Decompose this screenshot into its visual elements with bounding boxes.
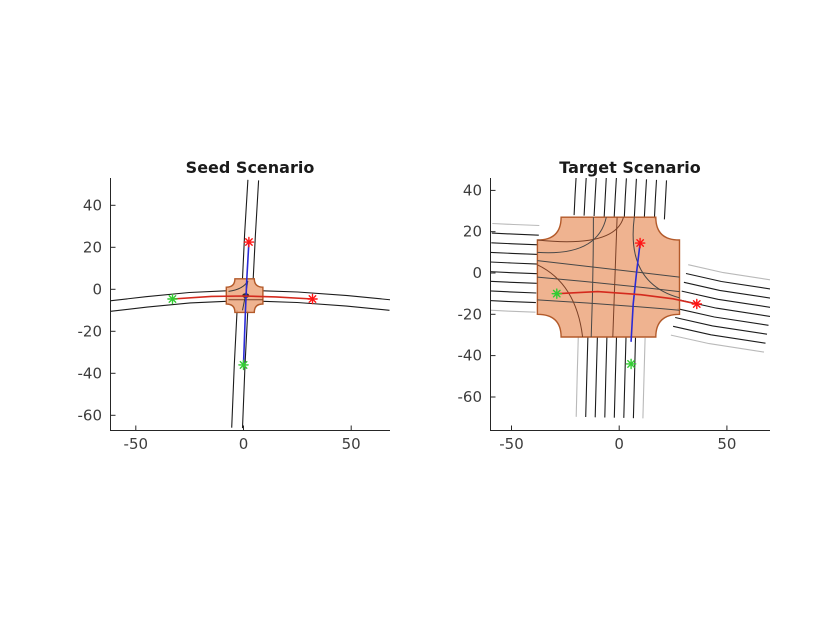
lane-line [491, 242, 539, 246]
lane-line [585, 336, 589, 418]
lane-line [241, 179, 249, 279]
red-waypoint [691, 298, 703, 310]
junction-patch [536, 216, 681, 338]
lane-line [688, 264, 770, 281]
road-surface [231, 310, 248, 429]
seed-plot-title: Seed Scenario [185, 158, 315, 177]
lane-line [685, 272, 770, 290]
y-tick-label: 40 [83, 196, 102, 214]
plot-content [110, 179, 390, 429]
lane-line [490, 290, 537, 294]
junction-connector [537, 264, 584, 338]
axes [490, 178, 770, 431]
lane-line [490, 261, 538, 265]
junction-connector [632, 217, 680, 299]
lane-line [593, 178, 597, 217]
y-tick-label: 40 [463, 181, 482, 199]
lane-line [490, 251, 539, 255]
road-surface [574, 178, 666, 220]
lane-line [604, 336, 608, 418]
lane-line [670, 334, 765, 353]
plot-content [490, 178, 770, 419]
lane-line [491, 232, 539, 236]
y-tick-label: -20 [458, 305, 483, 323]
y-tick-label: 20 [463, 223, 482, 241]
y-tick-label: -20 [78, 322, 103, 340]
x-tick-label: -50 [124, 435, 149, 453]
junction-connector [537, 217, 624, 243]
lane-line [677, 308, 769, 326]
target-plot-title: Target Scenario [559, 158, 701, 177]
lane-line [262, 300, 390, 311]
x-tick-label: 50 [717, 435, 736, 453]
red-waypoint [634, 237, 646, 249]
lane-line [683, 281, 770, 299]
y-tick-label: -40 [78, 364, 103, 382]
lane-line [675, 316, 768, 335]
lane-line [573, 178, 577, 216]
y-tick-label: -40 [458, 347, 483, 365]
lane-line [653, 179, 658, 219]
lane-line [252, 180, 260, 280]
trajectory-line [630, 242, 641, 342]
road-surface [242, 179, 259, 280]
junction-connector [537, 276, 680, 293]
lane-line [583, 178, 587, 216]
lane-line [263, 290, 390, 301]
y-tick-label: -60 [78, 406, 103, 424]
lane-line [490, 309, 536, 313]
lane-line [632, 337, 637, 419]
lane-line [231, 309, 238, 428]
lane-line [613, 178, 617, 218]
junction-connector [537, 299, 680, 311]
axes [110, 178, 390, 431]
lane-line [490, 271, 538, 275]
lane-line [613, 337, 618, 418]
x-tick-label: -50 [499, 435, 524, 453]
lane-line [575, 336, 579, 417]
red-waypoint [307, 293, 318, 305]
road-surface [490, 222, 540, 314]
x-tick-label: 0 [614, 435, 624, 453]
green-waypoint [238, 359, 249, 371]
lane-line [490, 280, 537, 284]
lane-line [110, 300, 227, 312]
lane-line [490, 300, 536, 304]
lane-line [633, 178, 637, 219]
lane-line [594, 336, 598, 418]
y-tick-label: -60 [458, 388, 483, 406]
trajectory-line [556, 290, 698, 305]
green-waypoint [625, 358, 637, 370]
junction-connector [590, 217, 594, 338]
lane-line [663, 180, 668, 220]
x-tick-label: 50 [342, 435, 361, 453]
red-waypoint [243, 236, 255, 248]
junction-connector [612, 217, 618, 338]
green-waypoint [551, 288, 563, 299]
lane-line [642, 337, 646, 419]
junction-connector [537, 260, 680, 278]
lane-line [623, 178, 627, 218]
tick-labels: -50 0 50 -60 -40 -20 0 20 40 [78, 196, 361, 453]
lane-line [672, 325, 766, 344]
y-tick-label: 20 [83, 238, 102, 256]
junction-connector [537, 217, 607, 254]
x-tick-label: 0 [239, 435, 249, 453]
y-tick-label: 0 [472, 264, 482, 282]
tick-labels: -50 0 50 -60 -40 -20 0 20 40 [458, 181, 737, 453]
trajectory-line [171, 295, 314, 300]
road-surface [576, 336, 645, 419]
lane-line [643, 179, 648, 219]
y-tick-label: 0 [92, 280, 102, 298]
lane-line [681, 290, 770, 308]
lane-line [603, 178, 607, 217]
lane-line [623, 337, 627, 418]
lane-line [492, 222, 540, 227]
green-waypoint [167, 293, 178, 305]
lane-line [110, 290, 227, 302]
